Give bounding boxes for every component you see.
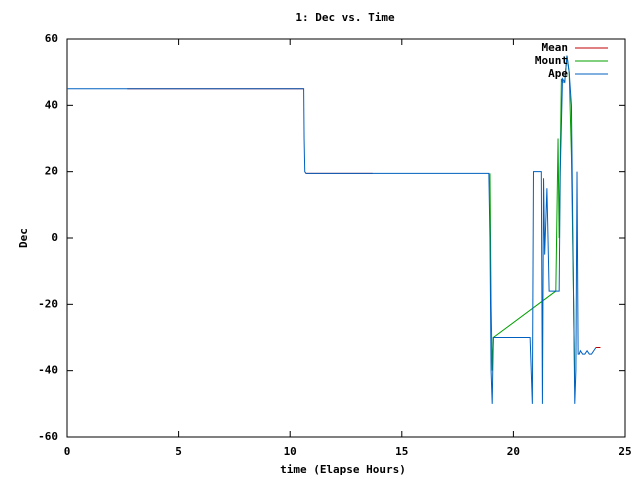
- y-tick-label: 60: [45, 32, 58, 45]
- x-tick-label: 20: [507, 445, 520, 458]
- y-tick-label: -20: [38, 297, 58, 310]
- x-tick-label: 0: [64, 445, 71, 458]
- x-tick-label: 25: [618, 445, 631, 458]
- y-tick-label: 0: [51, 231, 58, 244]
- y-tick-label: 20: [45, 165, 58, 178]
- y-tick-label: -60: [38, 430, 58, 443]
- legend-label: Ape: [548, 67, 568, 80]
- x-tick-label: 15: [395, 445, 408, 458]
- y-tick-label: -40: [38, 364, 58, 377]
- series-line: [67, 55, 597, 404]
- legend-label: Mean: [542, 41, 569, 54]
- y-axis-label: Dec: [17, 228, 30, 248]
- x-tick-label: 5: [175, 445, 182, 458]
- legend-label: Mount: [535, 54, 568, 67]
- x-axis-label: time (Elapse Hours): [280, 463, 406, 476]
- chart-title: 1: Dec vs. Time: [295, 11, 395, 24]
- y-tick-label: 40: [45, 98, 58, 111]
- x-tick-label: 10: [284, 445, 297, 458]
- series-line: [127, 88, 601, 348]
